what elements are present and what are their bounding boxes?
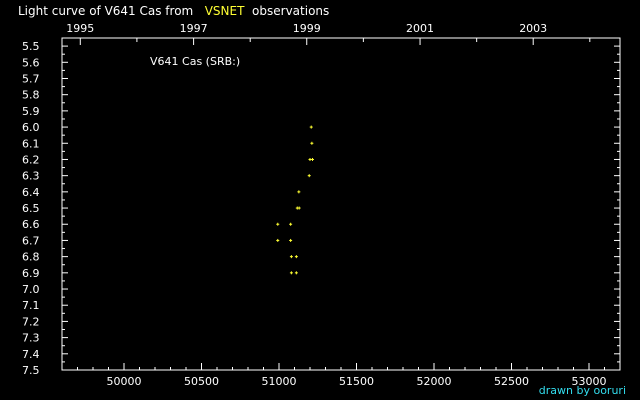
- top-year-label: 2001: [406, 22, 434, 35]
- data-point: [276, 222, 280, 226]
- y-tick-label: 6.1: [22, 137, 40, 150]
- y-tick-label: 5.8: [22, 89, 40, 102]
- data-point: [309, 125, 313, 129]
- title-prefix: Light curve of V641 Cas from: [18, 4, 194, 18]
- top-year-label: 1995: [66, 22, 94, 35]
- y-tick-label: 6.0: [22, 121, 40, 134]
- x-tick-label: 52000: [417, 375, 452, 388]
- y-tick-label: 7.2: [22, 315, 40, 328]
- data-point: [310, 141, 314, 145]
- tick-labels: 50000 50500 51000 51500 52000 52500 53000 1995 1…: [22, 22, 607, 388]
- data-point: [294, 255, 298, 259]
- data-point: [294, 271, 298, 275]
- x-tick-label: 51000: [262, 375, 297, 388]
- chart-title: Light curve of V641 Cas from VSNET obser…: [18, 4, 329, 18]
- axis-ticks: [61, 37, 621, 371]
- y-tick-label: 6.8: [22, 251, 40, 264]
- data-point: [289, 238, 293, 242]
- data-point: [310, 157, 314, 161]
- credit-text: drawn by ooruri: [538, 384, 626, 397]
- y-tick-label: 6.9: [22, 267, 40, 280]
- x-tick-label: 50500: [184, 375, 219, 388]
- x-tick-label: 51500: [339, 375, 374, 388]
- x-tick-label: 52500: [494, 375, 529, 388]
- y-tick-label: 7.3: [22, 332, 40, 345]
- title-highlight: VSNET: [204, 4, 245, 18]
- y-tick-label: 6.6: [22, 218, 40, 231]
- y-tick-label: 6.2: [22, 153, 40, 166]
- data-point: [276, 238, 280, 242]
- y-tick-label: 7.1: [22, 299, 40, 312]
- y-tick-label: 6.7: [22, 234, 40, 247]
- title-suffix: observations: [252, 4, 330, 18]
- data-point: [307, 174, 311, 178]
- y-tick-label: 6.3: [22, 170, 40, 183]
- data-point: [289, 255, 293, 259]
- x-tick-label: 50000: [107, 375, 142, 388]
- star-annotation: V641 Cas (SRB:): [150, 55, 240, 68]
- data-point: [289, 271, 293, 275]
- data-point: [289, 222, 293, 226]
- top-year-label: 2003: [519, 22, 547, 35]
- y-tick-label: 7.5: [22, 364, 40, 377]
- top-year-label: 1997: [180, 22, 208, 35]
- y-tick-label: 7.0: [22, 283, 40, 296]
- y-tick-label: 6.4: [22, 186, 40, 199]
- data-points: [276, 125, 314, 275]
- y-tick-label: 7.4: [22, 348, 40, 361]
- y-tick-label: 5.9: [22, 105, 40, 118]
- y-tick-label: 6.5: [22, 202, 40, 215]
- top-year-label: 1999: [293, 22, 321, 35]
- y-tick-label: 5.6: [22, 56, 40, 69]
- data-point: [297, 206, 301, 210]
- y-tick-label: 5.5: [22, 40, 40, 53]
- y-tick-label: 5.7: [22, 72, 40, 85]
- plot-frame: [61, 37, 621, 371]
- plot-border: [61, 37, 621, 371]
- data-point: [297, 190, 301, 194]
- x-tick-label: 53000: [572, 375, 607, 388]
